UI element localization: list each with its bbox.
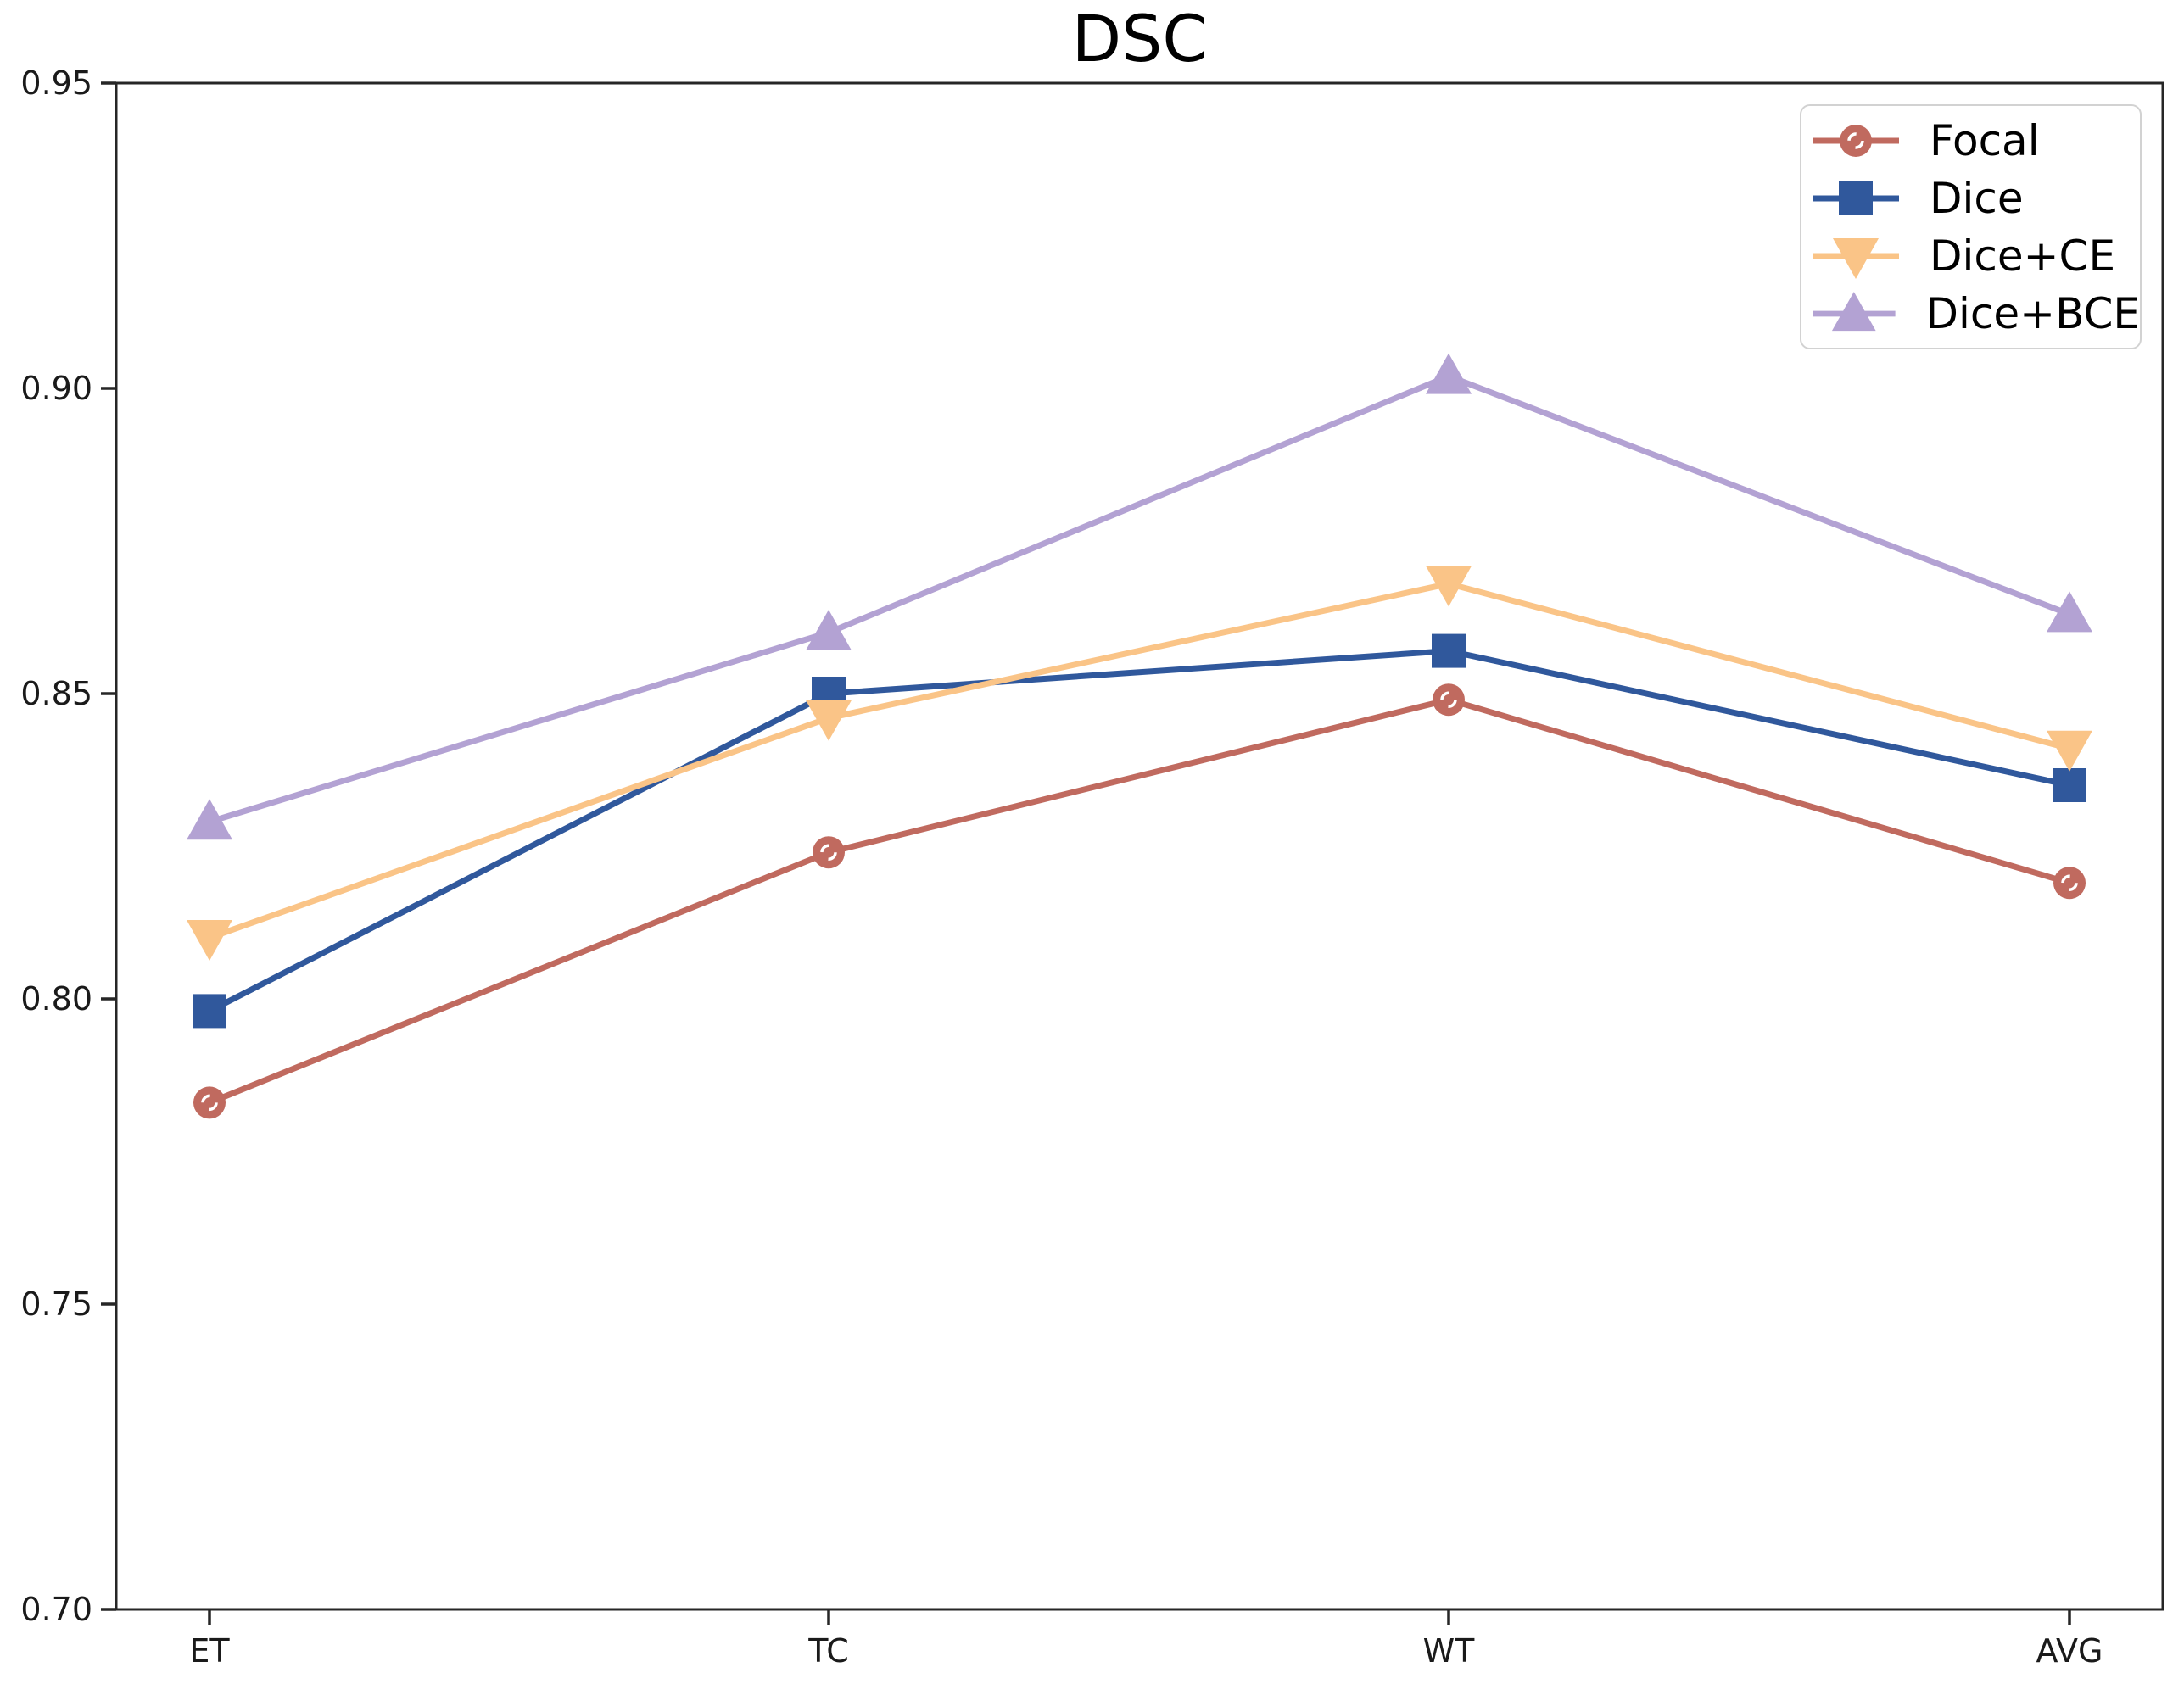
- axes-frame: [115, 81, 2164, 1611]
- marker-focal-wt: [1433, 683, 1465, 717]
- legend-item-focal: Focal: [1812, 112, 2140, 170]
- marker-focal-et-inner-ring: [201, 1094, 218, 1112]
- legend-marker-dice-bce: [1831, 291, 1876, 331]
- marker-focal-et: [193, 1086, 226, 1119]
- series-line-focal: [208, 696, 2070, 1106]
- y-axis-tick-label: 0.95: [20, 64, 92, 102]
- legend-label-dice-ce: Dice+CE: [1930, 231, 2116, 281]
- x-axis-tick-label: WT: [1423, 1632, 1476, 1670]
- marker-focal-tc-inner-ring: [820, 844, 837, 861]
- legend-swatch-dice-ce: [1813, 237, 1899, 279]
- legend-label-focal: Focal: [1930, 115, 2040, 165]
- marker-focal-tc: [813, 836, 845, 869]
- marker-dice-ce-wt: [1426, 566, 1472, 607]
- legend-item-dice-bce: Dice+BCE: [1812, 285, 2140, 343]
- y-axis-tick-label: 0.70: [20, 1591, 92, 1628]
- y-axis-tick-label: 0.80: [20, 980, 92, 1018]
- x-axis-tick-label: TC: [807, 1632, 849, 1670]
- series-dice-ce: [187, 566, 2092, 961]
- series-line-dice: [208, 648, 2070, 1014]
- legend-swatch-dice-bce: [1813, 291, 1896, 331]
- legend: Focal Dice Dice+CE Dice+BCE: [1800, 104, 2142, 349]
- series-dice: [193, 633, 2086, 1029]
- marker-dice-bce-avg: [2047, 591, 2092, 633]
- legend-swatch-dice: [1813, 181, 1899, 215]
- y-axis-tick-label: 0.85: [20, 675, 92, 712]
- marker-dice-bce-et: [187, 799, 232, 840]
- marker-dice-ce-avg: [2047, 730, 2092, 772]
- y-axis-tick-label: 0.90: [20, 370, 92, 407]
- legend-marker-focal: [1840, 124, 1872, 157]
- series-dice-bce: [187, 353, 2092, 840]
- legend-marker-dice: [1839, 181, 1873, 215]
- x-axis-tick-label: AVG: [2036, 1632, 2103, 1670]
- marker-dice-bce-tc: [806, 610, 852, 650]
- chart-title: DSC: [1071, 1, 1208, 76]
- legend-marker-focal-inner-ring: [1847, 131, 1864, 149]
- marker-focal-avg-inner-ring: [2061, 874, 2078, 891]
- y-axis-tick-label: 0.75: [20, 1285, 92, 1323]
- legend-swatch-focal: [1813, 124, 1899, 157]
- marker-dice-avg: [2053, 768, 2086, 802]
- marker-dice-wt: [1432, 633, 1466, 668]
- series-line-dice-bce: [208, 372, 2071, 825]
- legend-marker-dice-ce: [1833, 237, 1879, 279]
- marker-focal-wt-inner-ring: [1440, 691, 1457, 708]
- x-axis-tick-label: ET: [189, 1632, 230, 1670]
- legend-item-dice: Dice: [1812, 170, 2140, 227]
- legend-label-dice: Dice: [1930, 173, 2024, 223]
- marker-focal-avg: [2053, 867, 2086, 900]
- series-line-dice-ce: [208, 580, 2070, 941]
- series-focal: [193, 683, 2086, 1119]
- marker-dice-et: [193, 994, 226, 1029]
- marker-dice-ce-et: [187, 920, 232, 961]
- legend-item-dice-ce: Dice+CE: [1812, 227, 2140, 285]
- legend-label-dice-bce: Dice+BCE: [1925, 288, 2140, 338]
- marker-dice-bce-wt: [1426, 353, 1472, 394]
- marker-dice-ce-tc: [806, 700, 852, 741]
